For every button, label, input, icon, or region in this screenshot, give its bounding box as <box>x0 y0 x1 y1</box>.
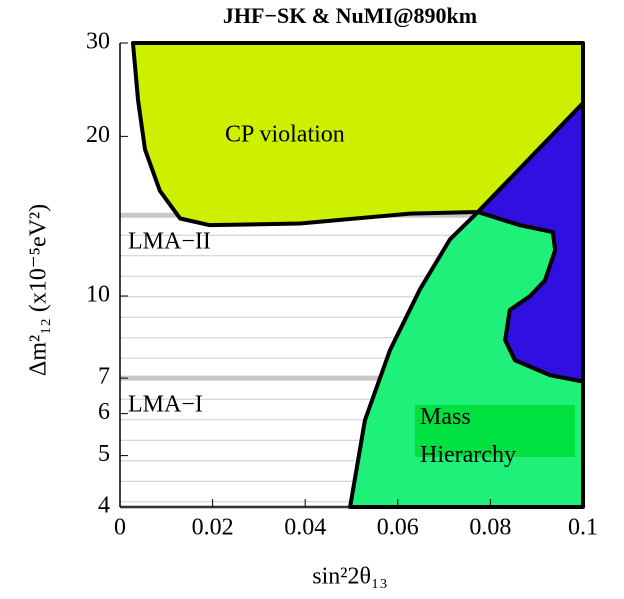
y-tick-label: 5 <box>98 441 110 467</box>
x-axis-label: sin²2θ₁₃ <box>312 564 387 590</box>
chart-title: JHF−SK & NuMI@890km <box>223 3 477 28</box>
x-tick-label: 0.08 <box>469 515 511 541</box>
region-label: Mass Hierarchy <box>420 404 516 468</box>
region <box>475 101 585 384</box>
lma-label: LMA−I <box>128 392 203 418</box>
x-tick-label: 0.06 <box>377 515 419 541</box>
region <box>130 41 585 228</box>
y-tick-label: 10 <box>86 281 110 307</box>
y-tick-label: 30 <box>86 29 110 55</box>
region-label: CP violation <box>225 122 345 148</box>
y-axis-label: Δm²₁₂ (x10⁻⁵eV²) <box>26 204 52 376</box>
lma-label: LMA−II <box>128 229 211 255</box>
y-tick-label: 4 <box>98 493 110 519</box>
y-tick-label: 6 <box>98 399 110 425</box>
x-tick-label: 0.1 <box>568 515 598 541</box>
y-tick-label: 20 <box>86 122 110 148</box>
label-box <box>415 405 575 457</box>
x-tick-label: 0.02 <box>192 515 234 541</box>
y-tick-label: 7 <box>98 364 110 390</box>
x-tick-label: 0 <box>114 515 126 541</box>
x-tick-label: 0.04 <box>284 515 326 541</box>
